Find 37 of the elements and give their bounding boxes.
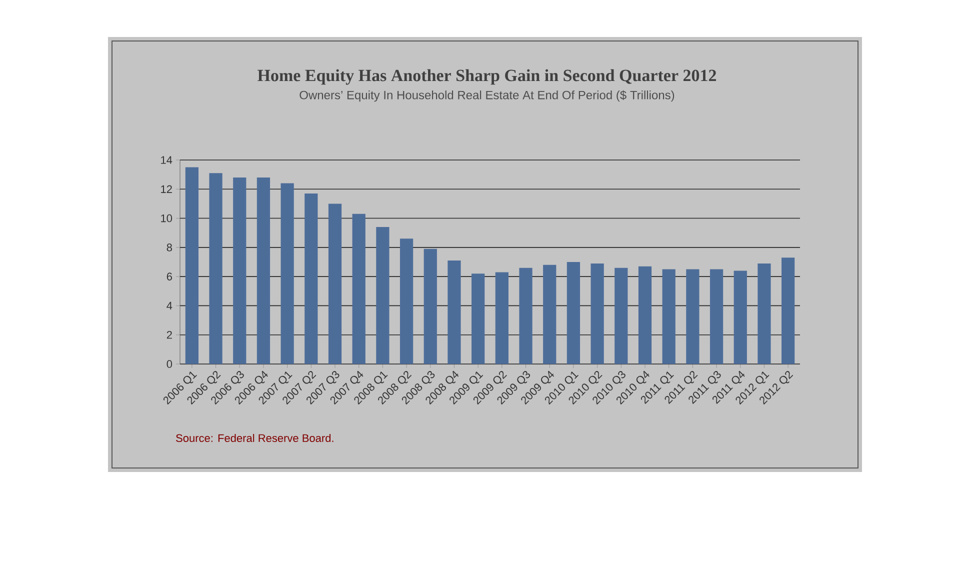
bar bbox=[233, 177, 246, 364]
y-tick-label: 12 bbox=[161, 185, 172, 193]
bar bbox=[590, 263, 604, 364]
bar bbox=[710, 269, 724, 364]
y-tick-label: 10 bbox=[161, 214, 172, 222]
bar bbox=[328, 204, 342, 364]
bar bbox=[614, 268, 628, 364]
bar bbox=[686, 269, 700, 364]
bar bbox=[256, 177, 270, 364]
bar bbox=[185, 167, 198, 364]
bar bbox=[782, 258, 795, 364]
bar bbox=[280, 183, 294, 364]
bar bbox=[424, 248, 437, 364]
bar bbox=[734, 270, 747, 364]
y-tick-label: 14 bbox=[161, 156, 172, 164]
bar bbox=[352, 214, 366, 364]
bar bbox=[472, 274, 485, 364]
bar bbox=[519, 268, 532, 364]
bar bbox=[400, 238, 414, 364]
bar bbox=[758, 263, 771, 364]
source-note: Source: Federal Reserve Board. bbox=[176, 434, 334, 442]
chart-title: Home Equity Has Another Sharp Gain in Second Quarter 2012 bbox=[258, 69, 716, 85]
bar bbox=[543, 264, 556, 364]
y-tick-label: 6 bbox=[166, 272, 172, 280]
chart-subtitle: Owners’ Equity In Household Real Estate At End Of Period ($ Trillions) bbox=[300, 90, 674, 102]
bar bbox=[566, 262, 580, 364]
y-tick-label: 2 bbox=[166, 331, 172, 339]
bar bbox=[448, 260, 461, 364]
y-tick-label: 8 bbox=[166, 244, 172, 252]
bar bbox=[662, 269, 676, 364]
bar bbox=[209, 173, 222, 364]
y-tick-label: 4 bbox=[166, 302, 172, 310]
y-tick-label: 0 bbox=[166, 360, 172, 368]
bar bbox=[495, 272, 508, 364]
bar bbox=[376, 227, 390, 364]
bar bbox=[638, 266, 652, 364]
bar bbox=[304, 194, 318, 364]
